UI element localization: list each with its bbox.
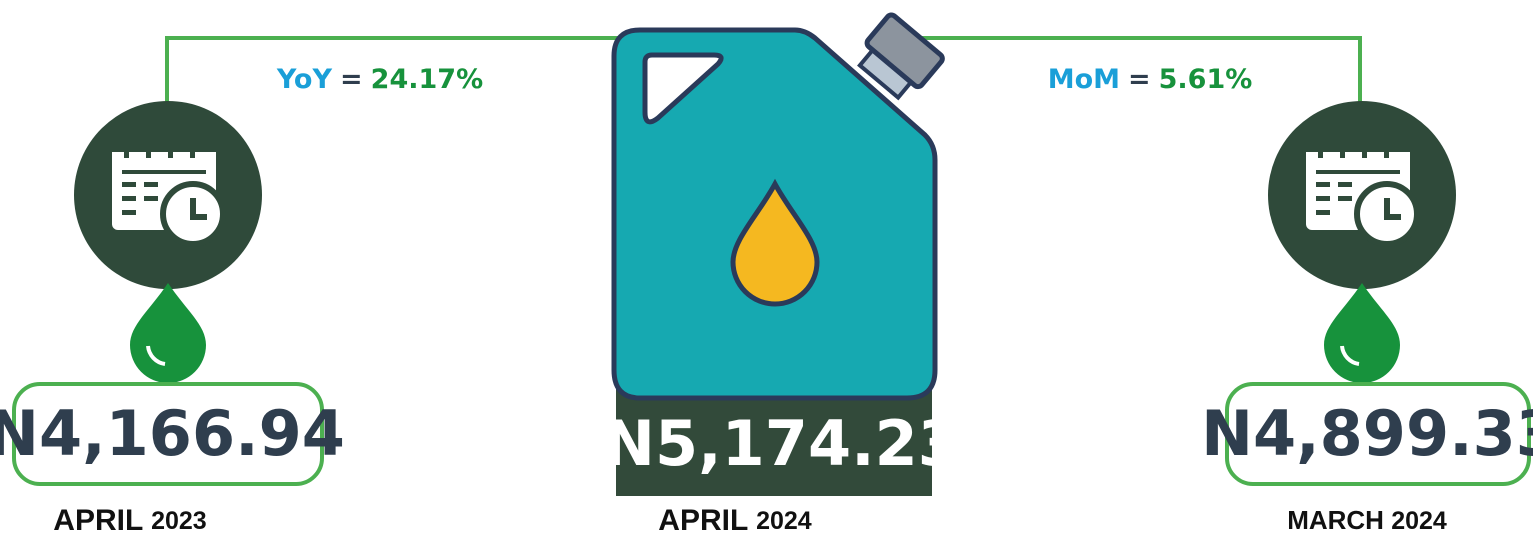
yoy-rate: YoY= 24.17% <box>276 64 483 95</box>
drop-icon <box>1324 283 1400 383</box>
calendar-icon <box>1268 101 1456 289</box>
rate-label: MoM <box>1048 64 1120 95</box>
mom-rate: MoM = 5.61% <box>1048 64 1253 95</box>
period: APRIL 2024 <box>658 504 812 537</box>
month: APRIL <box>53 504 143 537</box>
month: MARCH <box>1287 505 1384 535</box>
period: APRIL 2023 <box>53 504 206 537</box>
year: 2024 <box>756 507 812 535</box>
drop-icon <box>130 283 206 383</box>
rate-sign: = <box>1128 64 1151 95</box>
month: APRIL <box>658 504 748 537</box>
year: 2024 <box>1391 507 1447 535</box>
rate-value: 5.61% <box>1159 64 1253 95</box>
rate-label: YoY <box>276 64 333 95</box>
price: N4,899.33 <box>1201 397 1533 470</box>
price: N4,166.94 <box>0 397 345 470</box>
jerrycan <box>614 13 944 398</box>
price: N5,174.23 <box>603 407 961 480</box>
infographic: YoY=24.17% MoM=5.61% N4,166.94 N5,174.23… <box>0 0 1533 537</box>
rate-sign: = <box>340 64 363 95</box>
year: 2023 <box>151 507 207 535</box>
period: MARCH 2024 <box>1287 505 1447 535</box>
calendar-icon <box>74 101 262 289</box>
rate-value: 24.17% <box>371 64 483 95</box>
